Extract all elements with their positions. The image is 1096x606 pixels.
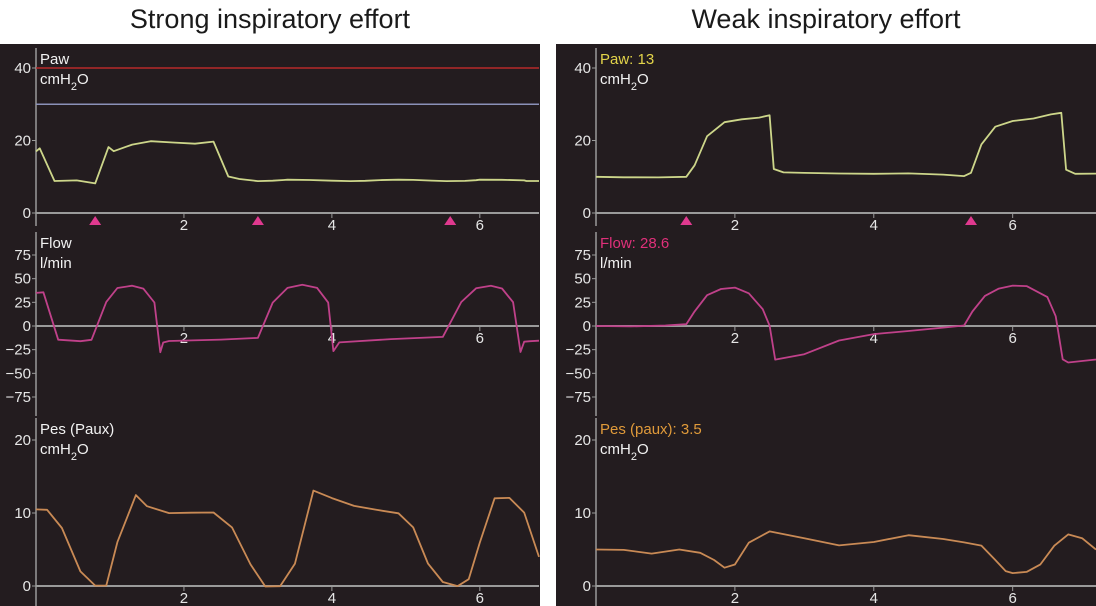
trigger-marker — [251, 216, 264, 225]
flow-trace — [35, 283, 540, 354]
x-tick-label: 2 — [731, 590, 739, 606]
y-tick-label: 20 — [574, 432, 591, 449]
pes-trace — [595, 530, 1096, 574]
trigger-marker — [965, 216, 977, 225]
y-tick-label: 0 — [23, 578, 31, 595]
x-tick-label: 6 — [476, 217, 484, 234]
panel-paw: 0 20 40 2 4 6 Paw: 13 cmH2O — [574, 48, 1096, 234]
y-tick-label: −50 — [6, 365, 31, 382]
trigger-marker — [680, 216, 693, 225]
y-tick-label: 25 — [14, 294, 31, 311]
y-tick-label: 75 — [14, 247, 31, 264]
x-tick-label: 2 — [180, 590, 188, 606]
trigger-marker — [89, 216, 102, 225]
panel-unit: l/min — [40, 255, 72, 272]
pes-trace — [35, 489, 540, 588]
y-tick-label: 25 — [574, 294, 591, 311]
panel-unit: cmH2O — [40, 71, 89, 93]
x-tick-label: 4 — [870, 217, 878, 234]
panel-paw: 0 20 40 2 4 6 Paw cmH2O — [14, 48, 539, 234]
y-tick-label: −25 — [566, 342, 591, 359]
panel-pes: 0 10 20 2 4 6 Pes (paux): 3.5 cmH2O — [574, 418, 1096, 606]
y-tick-label: 75 — [574, 247, 591, 264]
x-tick-label: 6 — [1008, 330, 1016, 347]
x-tick-label: 4 — [870, 330, 878, 347]
y-tick-label: 10 — [574, 505, 591, 522]
panel-unit: cmH2O — [40, 441, 89, 463]
y-tick-label: 0 — [23, 318, 31, 335]
x-tick-label: 6 — [476, 590, 484, 606]
y-tick-label: 20 — [14, 432, 31, 449]
y-tick-label: −75 — [6, 389, 31, 406]
y-tick-label: 50 — [14, 271, 31, 288]
left-chart-title: Strong inspiratory effort — [129, 4, 411, 34]
panel-label: Flow — [40, 235, 72, 252]
flow-trace — [595, 284, 1096, 364]
y-tick-label: −25 — [6, 342, 31, 359]
y-tick-label: 40 — [574, 60, 591, 77]
panel-unit: cmH2O — [600, 441, 649, 463]
panel-label: Paw: 13 — [600, 51, 654, 68]
x-tick-label: 6 — [1008, 590, 1016, 606]
y-tick-label: 40 — [14, 60, 31, 77]
paw-trace — [35, 140, 539, 185]
x-tick-label: 4 — [328, 590, 336, 606]
panel-unit: cmH2O — [600, 71, 649, 93]
panel-pes: 0 10 20 2 4 6 Pes (Paux) cmH2O — [14, 418, 540, 606]
panel-flow: 75 50 25 0 −25 −50 −75 2 4 6 Flow: 28.6 l/min — [566, 232, 1096, 416]
y-tick-label: 0 — [583, 318, 591, 335]
x-tick-label: 2 — [180, 330, 188, 347]
x-tick-label: 4 — [870, 590, 878, 606]
y-tick-label: 0 — [583, 205, 591, 222]
x-tick-label: 2 — [180, 217, 188, 234]
y-tick-label: 10 — [14, 505, 31, 522]
panel-label: Pes (paux): 3.5 — [600, 421, 702, 438]
panel-label: Flow: 28.6 — [600, 235, 669, 252]
x-tick-label: 2 — [731, 217, 739, 234]
y-tick-label: −50 — [566, 365, 591, 382]
x-tick-label: 6 — [1008, 217, 1016, 234]
paw-trace — [595, 111, 1096, 179]
panel-label: Paw — [40, 51, 69, 68]
y-tick-label: 20 — [574, 133, 591, 150]
right-chart-title: Weak inspiratory effort — [691, 4, 961, 34]
panel-unit: l/min — [600, 255, 632, 272]
panel-label: Pes (Paux) — [40, 421, 114, 438]
y-tick-label: 0 — [583, 578, 591, 595]
y-tick-label: 50 — [574, 271, 591, 288]
x-tick-label: 6 — [476, 330, 484, 347]
y-tick-label: 0 — [23, 205, 31, 222]
x-tick-label: 4 — [328, 217, 336, 234]
y-tick-label: −75 — [566, 389, 591, 406]
x-tick-label: 2 — [731, 330, 739, 347]
y-tick-label: 20 — [14, 133, 31, 150]
trigger-marker — [444, 216, 457, 225]
